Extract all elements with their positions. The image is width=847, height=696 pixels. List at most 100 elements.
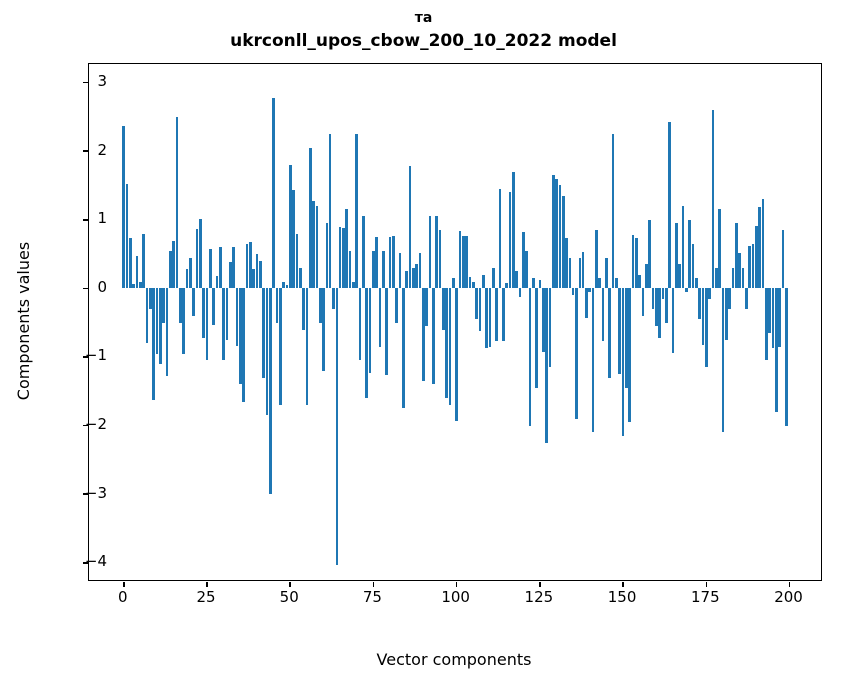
bar [768,288,771,333]
bar [774,288,778,412]
bar [631,234,635,289]
bar [189,257,192,289]
bar [751,244,755,289]
bar [305,288,309,406]
bar [555,178,558,289]
bar [202,288,205,338]
bar [704,288,708,368]
bar [295,234,299,289]
bar [159,288,162,364]
bar [179,288,182,323]
bar [422,288,425,381]
bar [658,288,662,338]
y-tick-label: −1 [84,346,107,365]
bar [501,288,505,342]
y-tick-mark [82,287,88,290]
bar [268,288,272,495]
bar [315,206,319,289]
chart-title: та [414,10,433,26]
bar [675,223,678,289]
bar [312,201,315,289]
bar [328,133,332,289]
bar [165,288,169,377]
bar [182,288,186,354]
bar [548,288,552,368]
bar [352,281,355,289]
bar [272,98,275,289]
bar [505,282,508,289]
bar [428,215,432,289]
bar [495,288,498,342]
bar [162,288,166,323]
bar [784,288,788,426]
bar [638,274,642,289]
bar [565,237,568,289]
x-tick-mark [372,581,375,587]
bar [458,230,462,289]
bar [718,208,721,289]
bar [145,288,149,344]
bar [578,257,582,289]
bar [648,219,652,289]
bar [528,288,532,426]
bar [558,185,562,289]
bar [322,288,325,371]
bar [332,288,335,309]
bar [372,250,375,289]
bar [598,278,602,289]
bar [688,219,691,289]
bar [338,227,342,289]
bar [152,288,156,401]
bar [671,288,675,353]
bar [661,288,665,299]
y-tick-mark [82,424,88,427]
bar [531,278,535,289]
bar [698,288,701,320]
bar [771,288,775,349]
bar [282,281,285,289]
bar [611,133,615,289]
bar [571,288,575,296]
bar [185,269,189,289]
bar [758,207,761,289]
bar [378,288,382,347]
x-tick-label: 0 [118,588,128,606]
bar [561,196,565,289]
bar [734,223,738,289]
bar [601,288,605,342]
bar [122,125,126,289]
bar [724,288,728,340]
bar [172,241,176,289]
bar [258,260,262,289]
bar [608,288,612,378]
bar [538,280,542,289]
x-tick-mark [539,581,541,587]
bar [754,225,758,289]
bar [139,281,142,289]
bar [199,219,202,289]
bar [405,271,409,289]
bar [415,264,419,289]
bar [435,216,439,289]
x-tick-mark [455,581,458,587]
y-tick-label: 3 [97,72,107,91]
y-tick-mark [82,150,88,152]
bar [228,262,232,289]
bar [195,229,199,289]
bar [362,215,365,289]
bar [135,256,139,289]
bar [618,288,622,375]
bar [358,288,362,360]
bar [412,267,415,289]
bar [541,288,545,352]
bar [535,288,538,388]
bar [728,288,731,309]
x-tick-label: 175 [690,588,720,606]
bar [432,288,435,385]
bar [764,288,768,361]
bar [425,288,429,327]
bar [218,247,222,289]
y-tick-label: 0 [97,277,107,296]
bar [398,252,402,289]
